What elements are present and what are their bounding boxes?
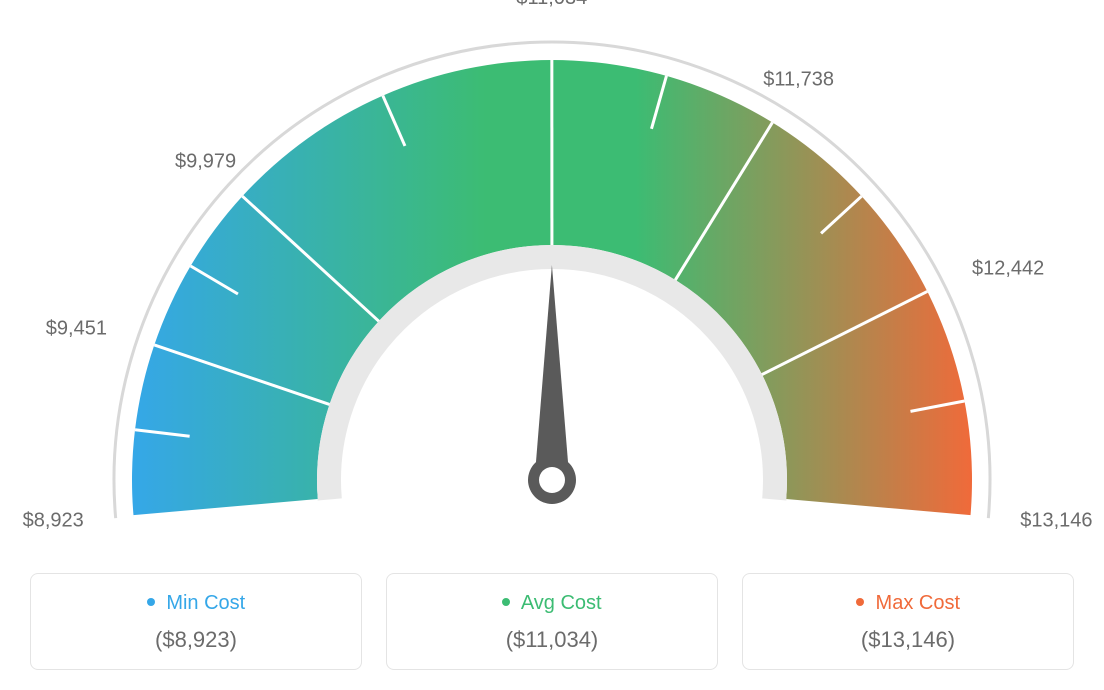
avg-cost-title-text: Avg Cost xyxy=(521,592,602,614)
gauge-tick-label: $11,738 xyxy=(763,68,834,91)
gauge-tick-label: $12,442 xyxy=(972,258,1044,281)
avg-cost-title: Avg Cost xyxy=(399,592,705,615)
gauge-svg xyxy=(0,0,1104,540)
min-cost-bullet xyxy=(147,598,155,606)
min-cost-card: Min Cost ($8,923) xyxy=(30,573,362,670)
avg-cost-card: Avg Cost ($11,034) xyxy=(386,573,718,670)
max-cost-bullet xyxy=(856,598,864,606)
gauge-tick-label: $8,923 xyxy=(23,509,84,532)
summary-cards: Min Cost ($8,923) Avg Cost ($11,034) Max… xyxy=(30,573,1074,670)
max-cost-card: Max Cost ($13,146) xyxy=(742,573,1074,670)
gauge-chart-wrapper: $8,923 $9,451 $9,979 $11,034 $11,738 $12,442 $… xyxy=(0,0,1104,690)
max-cost-title: Max Cost xyxy=(755,592,1061,615)
gauge-tick-label: $11,034 xyxy=(516,0,587,10)
avg-cost-value: ($11,034) xyxy=(399,627,705,653)
min-cost-title: Min Cost xyxy=(43,592,349,615)
min-cost-title-text: Min Cost xyxy=(166,592,245,614)
avg-cost-bullet xyxy=(502,598,510,606)
gauge-tick-label: $13,146 xyxy=(1020,509,1092,532)
gauge-tick-label: $9,451 xyxy=(46,317,107,340)
min-cost-value: ($8,923) xyxy=(43,627,349,653)
gauge-area: $8,923 $9,451 $9,979 $11,034 $11,738 $12,442 $… xyxy=(0,0,1104,540)
gauge-tick-label: $9,979 xyxy=(175,151,236,174)
max-cost-value: ($13,146) xyxy=(755,627,1061,653)
max-cost-title-text: Max Cost xyxy=(876,592,960,614)
